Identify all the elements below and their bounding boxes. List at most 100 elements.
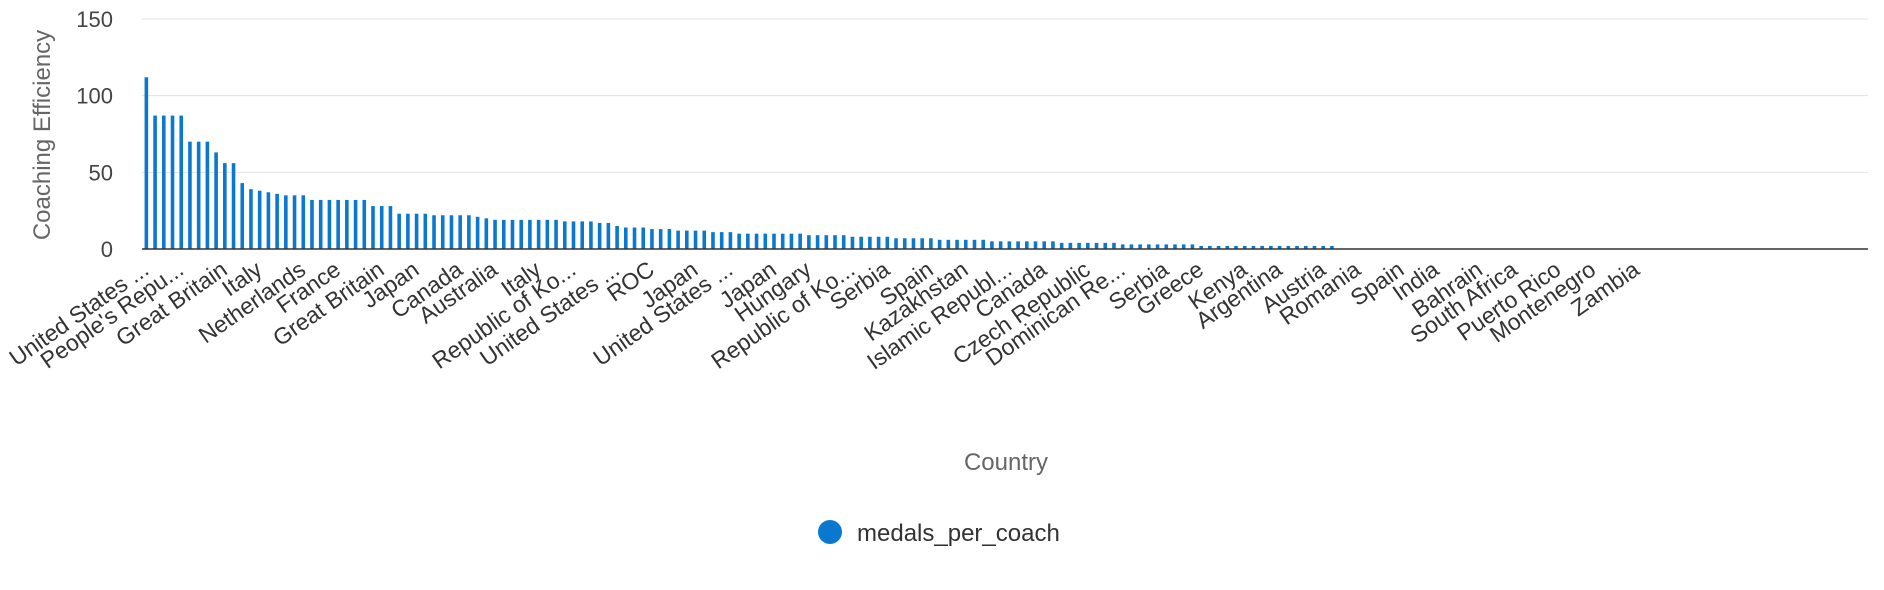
bar-42[interactable] xyxy=(510,219,515,249)
bar-115[interactable] xyxy=(1147,244,1151,249)
bar-112[interactable] xyxy=(1120,244,1125,249)
bar-25[interactable] xyxy=(362,199,367,249)
bar-61[interactable] xyxy=(676,230,680,249)
bar-73[interactable] xyxy=(780,233,785,249)
bar-79[interactable] xyxy=(833,235,837,249)
bar-124[interactable] xyxy=(1225,245,1230,249)
bar-101[interactable] xyxy=(1024,241,1029,249)
bar-123[interactable] xyxy=(1216,245,1221,249)
bar-18[interactable] xyxy=(301,195,306,249)
bar-15[interactable] xyxy=(275,193,279,249)
bar-43[interactable] xyxy=(519,219,523,249)
bar-12[interactable] xyxy=(249,189,253,249)
bar-116[interactable] xyxy=(1155,244,1160,249)
bar-40[interactable] xyxy=(493,219,497,249)
bar-70[interactable] xyxy=(754,233,759,249)
bar-84[interactable] xyxy=(876,236,881,249)
bar-130[interactable] xyxy=(1277,245,1282,249)
bar-66[interactable] xyxy=(719,232,724,249)
bar-4[interactable] xyxy=(179,115,184,249)
bar-49[interactable] xyxy=(571,221,576,249)
bar-91[interactable] xyxy=(937,239,942,249)
legend[interactable]: medals_per_coach xyxy=(818,520,1060,547)
bar-21[interactable] xyxy=(327,199,332,249)
bar-41[interactable] xyxy=(501,219,506,249)
bar-63[interactable] xyxy=(693,230,698,249)
bar-118[interactable] xyxy=(1173,244,1177,249)
bar-76[interactable] xyxy=(807,235,811,249)
bar-53[interactable] xyxy=(606,222,611,249)
bar-48[interactable] xyxy=(562,221,567,249)
bar-34[interactable] xyxy=(440,215,445,249)
bar-33[interactable] xyxy=(432,215,436,249)
bar-38[interactable] xyxy=(475,216,480,249)
bar-59[interactable] xyxy=(658,229,663,249)
bar-132[interactable] xyxy=(1295,245,1299,249)
bar-136[interactable] xyxy=(1330,245,1334,249)
bar-75[interactable] xyxy=(798,233,802,249)
bar-57[interactable] xyxy=(641,227,646,249)
bar-82[interactable] xyxy=(859,236,863,249)
bar-1[interactable] xyxy=(153,115,157,249)
bar-69[interactable] xyxy=(746,233,750,249)
bar-100[interactable] xyxy=(1016,241,1020,249)
bar-72[interactable] xyxy=(772,233,776,249)
bar-20[interactable] xyxy=(318,199,323,249)
bar-67[interactable] xyxy=(728,232,733,249)
bar-126[interactable] xyxy=(1242,245,1247,249)
bar-14[interactable] xyxy=(266,192,271,249)
bar-0[interactable] xyxy=(144,77,149,250)
bar-47[interactable] xyxy=(554,219,558,249)
bar-117[interactable] xyxy=(1164,244,1169,249)
bar-31[interactable] xyxy=(414,213,419,249)
bar-7[interactable] xyxy=(205,141,210,249)
bar-5[interactable] xyxy=(188,141,192,249)
bar-54[interactable] xyxy=(615,226,619,249)
bar-19[interactable] xyxy=(310,199,314,249)
bar-62[interactable] xyxy=(685,230,689,249)
bar-89[interactable] xyxy=(920,238,924,249)
bar-107[interactable] xyxy=(1077,242,1081,249)
bar-88[interactable] xyxy=(911,238,916,249)
bar-103[interactable] xyxy=(1042,241,1047,249)
bar-58[interactable] xyxy=(650,229,654,249)
bar-71[interactable] xyxy=(763,233,768,249)
bar-64[interactable] xyxy=(702,230,707,249)
bar-114[interactable] xyxy=(1138,244,1142,249)
bar-11[interactable] xyxy=(240,183,245,249)
bar-30[interactable] xyxy=(406,213,410,249)
bar-44[interactable] xyxy=(528,219,532,249)
bar-74[interactable] xyxy=(789,233,794,249)
bar-55[interactable] xyxy=(624,227,628,249)
bar-93[interactable] xyxy=(955,239,959,249)
bar-119[interactable] xyxy=(1181,244,1186,249)
bar-98[interactable] xyxy=(998,241,1003,249)
bar-9[interactable] xyxy=(223,163,227,249)
bar-128[interactable] xyxy=(1260,245,1264,249)
bar-97[interactable] xyxy=(990,241,994,249)
bar-92[interactable] xyxy=(946,239,951,249)
bar-45[interactable] xyxy=(536,219,541,249)
bar-129[interactable] xyxy=(1269,245,1273,249)
bar-68[interactable] xyxy=(737,233,741,249)
bar-96[interactable] xyxy=(981,239,986,249)
bar-56[interactable] xyxy=(632,227,637,249)
bar-120[interactable] xyxy=(1190,244,1195,249)
bar-125[interactable] xyxy=(1234,245,1238,249)
bar-77[interactable] xyxy=(815,235,820,249)
bar-94[interactable] xyxy=(963,239,968,249)
bar-8[interactable] xyxy=(214,152,218,249)
bar-85[interactable] xyxy=(885,236,890,249)
bar-46[interactable] xyxy=(545,219,550,249)
bar-134[interactable] xyxy=(1312,245,1317,249)
bar-111[interactable] xyxy=(1112,242,1116,249)
bar-6[interactable] xyxy=(196,141,201,249)
bar-17[interactable] xyxy=(292,195,297,249)
bar-113[interactable] xyxy=(1129,244,1134,249)
bar-52[interactable] xyxy=(597,222,602,249)
bar-13[interactable] xyxy=(257,190,262,249)
bar-83[interactable] xyxy=(868,236,872,249)
bar-109[interactable] xyxy=(1094,242,1099,249)
bar-22[interactable] xyxy=(336,199,340,249)
bar-87[interactable] xyxy=(902,238,907,249)
